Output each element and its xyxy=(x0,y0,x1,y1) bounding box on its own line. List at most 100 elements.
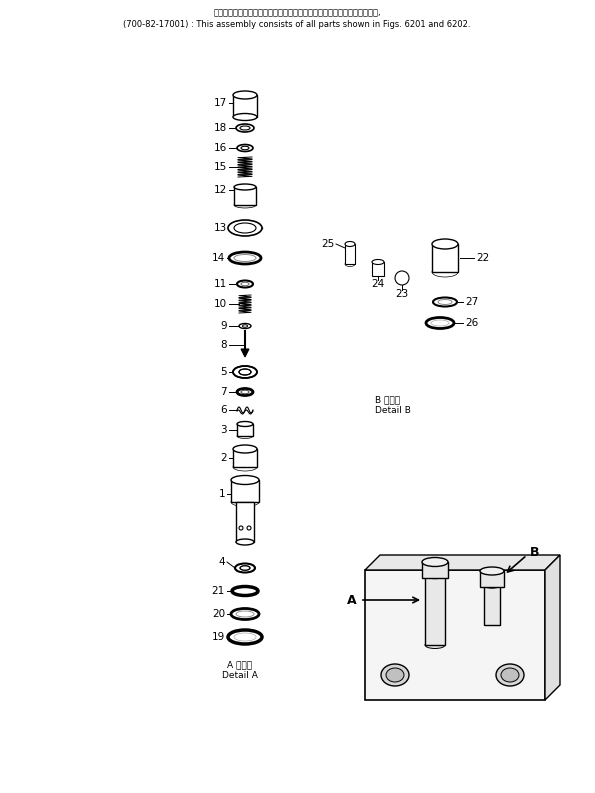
Ellipse shape xyxy=(243,325,248,328)
Ellipse shape xyxy=(431,320,449,326)
Bar xyxy=(432,244,458,272)
Bar xyxy=(233,95,257,117)
Text: 10: 10 xyxy=(214,299,227,309)
Ellipse shape xyxy=(426,317,454,328)
Ellipse shape xyxy=(345,242,355,247)
Text: 6: 6 xyxy=(220,405,227,415)
Ellipse shape xyxy=(386,668,404,682)
Polygon shape xyxy=(545,555,560,700)
Ellipse shape xyxy=(233,445,257,453)
Ellipse shape xyxy=(235,564,255,573)
Text: 18: 18 xyxy=(214,123,227,133)
Ellipse shape xyxy=(422,557,448,566)
Ellipse shape xyxy=(228,220,262,236)
Ellipse shape xyxy=(232,587,258,596)
Bar xyxy=(425,575,445,645)
Ellipse shape xyxy=(425,642,445,649)
Ellipse shape xyxy=(233,366,257,378)
Ellipse shape xyxy=(372,259,384,265)
Ellipse shape xyxy=(381,664,409,686)
Ellipse shape xyxy=(228,630,262,644)
Ellipse shape xyxy=(233,463,257,471)
Text: 3: 3 xyxy=(220,425,227,435)
Text: B: B xyxy=(530,546,540,558)
Bar xyxy=(233,367,257,377)
Text: 9: 9 xyxy=(220,321,227,331)
Polygon shape xyxy=(241,349,249,357)
Ellipse shape xyxy=(237,422,253,427)
Ellipse shape xyxy=(233,91,257,99)
Bar xyxy=(231,480,259,502)
Circle shape xyxy=(247,526,251,530)
Ellipse shape xyxy=(432,239,458,249)
Ellipse shape xyxy=(345,262,355,266)
Text: 27: 27 xyxy=(465,297,478,307)
Ellipse shape xyxy=(237,281,253,288)
Bar xyxy=(237,424,253,436)
Ellipse shape xyxy=(236,124,254,132)
Ellipse shape xyxy=(240,126,250,130)
Text: 15: 15 xyxy=(214,162,227,172)
Ellipse shape xyxy=(241,390,249,394)
Ellipse shape xyxy=(231,497,259,507)
Ellipse shape xyxy=(239,324,251,328)
Ellipse shape xyxy=(496,664,524,686)
Ellipse shape xyxy=(236,539,254,545)
Ellipse shape xyxy=(234,255,256,262)
Text: 13: 13 xyxy=(214,223,227,233)
Ellipse shape xyxy=(234,633,256,641)
Text: 26: 26 xyxy=(465,318,478,328)
Text: 2: 2 xyxy=(220,453,227,463)
Bar xyxy=(480,571,504,587)
Text: 22: 22 xyxy=(476,253,489,263)
Ellipse shape xyxy=(241,146,249,150)
Text: 1: 1 xyxy=(218,489,225,499)
Bar xyxy=(372,262,384,276)
Bar xyxy=(422,562,448,578)
Text: 20: 20 xyxy=(212,609,225,619)
Text: (700-82-17001) : This assembly consists of all parts shown in Figs. 6201 and 620: (700-82-17001) : This assembly consists … xyxy=(123,20,471,29)
Text: 16: 16 xyxy=(214,143,227,153)
Bar xyxy=(234,187,256,205)
Ellipse shape xyxy=(480,567,504,575)
Bar xyxy=(236,502,254,542)
Text: 23: 23 xyxy=(395,289,409,299)
Text: 21: 21 xyxy=(212,586,225,596)
Text: A: A xyxy=(347,593,357,607)
Bar xyxy=(240,565,250,571)
Ellipse shape xyxy=(438,300,452,305)
Text: 14: 14 xyxy=(212,253,225,263)
Ellipse shape xyxy=(233,113,257,121)
Ellipse shape xyxy=(241,282,249,285)
Ellipse shape xyxy=(425,572,445,579)
Ellipse shape xyxy=(237,144,253,151)
Ellipse shape xyxy=(229,252,261,264)
Text: 19: 19 xyxy=(212,632,225,642)
Polygon shape xyxy=(365,570,545,700)
Ellipse shape xyxy=(234,202,256,208)
Ellipse shape xyxy=(433,297,457,307)
Ellipse shape xyxy=(484,582,500,588)
Text: 12: 12 xyxy=(214,185,227,195)
Polygon shape xyxy=(365,555,560,570)
Text: Detail A: Detail A xyxy=(222,671,258,680)
Text: 17: 17 xyxy=(214,98,227,108)
Bar xyxy=(484,585,500,625)
Text: 8: 8 xyxy=(220,340,227,350)
Text: 4: 4 xyxy=(218,557,225,567)
Ellipse shape xyxy=(240,565,250,570)
Text: 11: 11 xyxy=(214,279,227,289)
Bar xyxy=(233,449,257,467)
Circle shape xyxy=(239,526,243,530)
Ellipse shape xyxy=(236,611,254,617)
Text: このアセンブリの構成部品は第６２０１図および第６２０２図を含みます,: このアセンブリの構成部品は第６２０１図および第６２０２図を含みます, xyxy=(213,8,381,17)
Ellipse shape xyxy=(231,608,259,619)
Ellipse shape xyxy=(237,434,253,439)
Text: 25: 25 xyxy=(321,239,334,249)
Text: A 詳細図: A 詳細図 xyxy=(227,660,252,669)
Text: Detail B: Detail B xyxy=(375,406,411,415)
Bar xyxy=(345,244,355,264)
Ellipse shape xyxy=(231,476,259,485)
Text: 7: 7 xyxy=(220,387,227,397)
Circle shape xyxy=(395,271,409,285)
